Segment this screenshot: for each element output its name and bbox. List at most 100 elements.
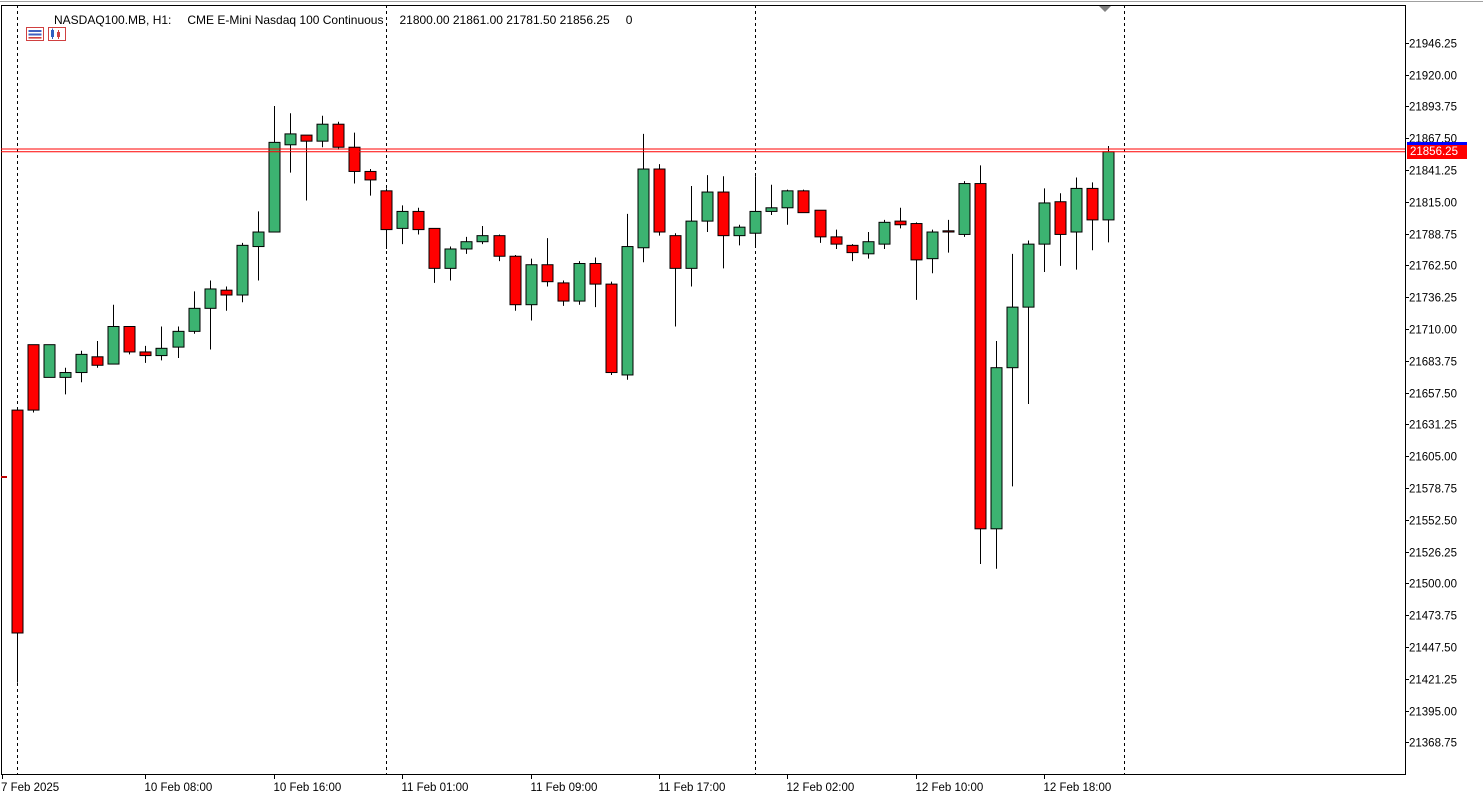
bull-candle-body xyxy=(621,246,634,376)
bear-candle-body xyxy=(653,168,666,233)
y-tick-label: 21605.00 xyxy=(1409,452,1457,464)
x-tick-label: 12 Feb 18:00 xyxy=(1044,782,1112,794)
candle xyxy=(862,232,875,259)
candle xyxy=(1038,188,1051,272)
bear-candle-body xyxy=(11,409,24,634)
bull-candle-body xyxy=(685,220,698,269)
bear-candle-body xyxy=(27,344,40,411)
bull-candle-body xyxy=(316,123,329,142)
candle xyxy=(396,205,409,245)
candle xyxy=(958,181,971,237)
bear-candle-body xyxy=(220,289,233,296)
bear-candle-body xyxy=(541,264,554,283)
bear-candle-body xyxy=(412,210,425,231)
symbol-label: NASDAQ100.MB, H1: xyxy=(54,13,172,27)
x-tick-label: 12 Feb 02:00 xyxy=(787,782,855,794)
bull-candle-body xyxy=(1022,243,1035,308)
y-tick-label: 21920.00 xyxy=(1409,71,1457,83)
bull-candle-body xyxy=(862,241,875,255)
bull-candle-body xyxy=(268,141,281,233)
candle xyxy=(509,255,522,311)
candle xyxy=(797,189,810,214)
candle xyxy=(364,169,377,196)
y-tick-label: 21395.00 xyxy=(1409,707,1457,719)
bear-candle-body xyxy=(348,146,361,172)
x-tick-label: 11 Feb 09:00 xyxy=(531,782,598,794)
candle xyxy=(476,225,489,245)
bear-candle-body xyxy=(894,220,907,226)
bull-candle-body xyxy=(765,207,778,212)
bear-candle-body xyxy=(139,351,152,357)
bear-candle-body xyxy=(717,191,730,237)
chart-type-icon[interactable] xyxy=(28,13,67,41)
x-tick-label: 11 Feb 17:00 xyxy=(659,782,726,794)
candle xyxy=(733,224,746,246)
y-tick-label: 21473.75 xyxy=(1409,611,1457,623)
current-price-label: 21856.25 xyxy=(1410,145,1458,158)
bull-candle-body xyxy=(1006,306,1019,369)
x-tick-label: 10 Feb 08:00 xyxy=(145,782,213,794)
bear-candle-body xyxy=(300,134,313,142)
candle xyxy=(332,121,345,150)
candle xyxy=(107,304,120,365)
x-tick-label: 11 Feb 01:00 xyxy=(402,782,469,794)
x-tick-label: 7 Feb 2025 xyxy=(1,782,59,794)
candle xyxy=(1070,177,1083,270)
candle xyxy=(974,165,987,564)
bull-candle-body xyxy=(75,353,88,374)
bull-candle-body xyxy=(878,221,891,245)
candle xyxy=(123,326,136,355)
y-tick-label: 21526.25 xyxy=(1409,548,1457,560)
candle xyxy=(1006,253,1019,487)
shift-marker-icon xyxy=(1099,6,1111,12)
bull-candle-body xyxy=(284,133,297,146)
bull-candle-body xyxy=(990,367,1003,530)
candle xyxy=(493,234,506,262)
candle xyxy=(830,229,843,249)
candle xyxy=(348,132,361,184)
bear-candle-body xyxy=(797,190,810,214)
candle xyxy=(268,106,281,233)
candle xyxy=(894,207,907,229)
candle xyxy=(701,175,714,233)
bull-candle-body xyxy=(637,168,650,249)
bull-candle-body xyxy=(59,372,72,378)
ohlc-values: 21800.00 21861.00 21781.50 21856.25 xyxy=(399,13,610,27)
bull-candle-body xyxy=(525,264,538,306)
candle xyxy=(669,233,682,327)
bear-candle-body xyxy=(493,235,506,257)
bull-candle-body xyxy=(252,231,265,248)
candle xyxy=(284,113,297,173)
bear-candle-body xyxy=(910,223,923,261)
candle xyxy=(942,219,955,253)
candle xyxy=(878,219,891,249)
bear-candle-body xyxy=(509,255,522,306)
candle xyxy=(236,242,249,303)
bear-candle-body xyxy=(1054,201,1067,235)
bear-candle-body xyxy=(830,236,843,245)
y-tick-label: 21578.75 xyxy=(1409,484,1457,496)
y-tick-label: 21500.00 xyxy=(1409,579,1457,591)
y-tick-label: 21657.50 xyxy=(1409,389,1457,401)
candle xyxy=(172,326,185,359)
candle xyxy=(541,238,554,287)
price-lines xyxy=(1,148,1405,153)
x-tick-label: 12 Feb 10:00 xyxy=(916,782,984,794)
time-axis: 7 Feb 2025 10 Feb 08:00 10 Feb 16:00 11 Feb… xyxy=(1,774,1111,794)
candle xyxy=(573,261,586,305)
period-separators xyxy=(17,5,1125,774)
candle xyxy=(1054,193,1067,266)
candle xyxy=(59,367,72,395)
candle xyxy=(316,115,329,148)
candle xyxy=(605,281,618,375)
y-tick-label: 21631.25 xyxy=(1409,420,1457,432)
one-click-trading-icon[interactable] xyxy=(6,13,45,41)
candles xyxy=(11,106,1115,683)
candle xyxy=(814,209,827,243)
bull-candle-body xyxy=(733,226,746,237)
bull-candle-body xyxy=(396,210,409,229)
bear-candle-body xyxy=(428,227,441,269)
y-tick-label: 21552.50 xyxy=(1409,516,1457,528)
